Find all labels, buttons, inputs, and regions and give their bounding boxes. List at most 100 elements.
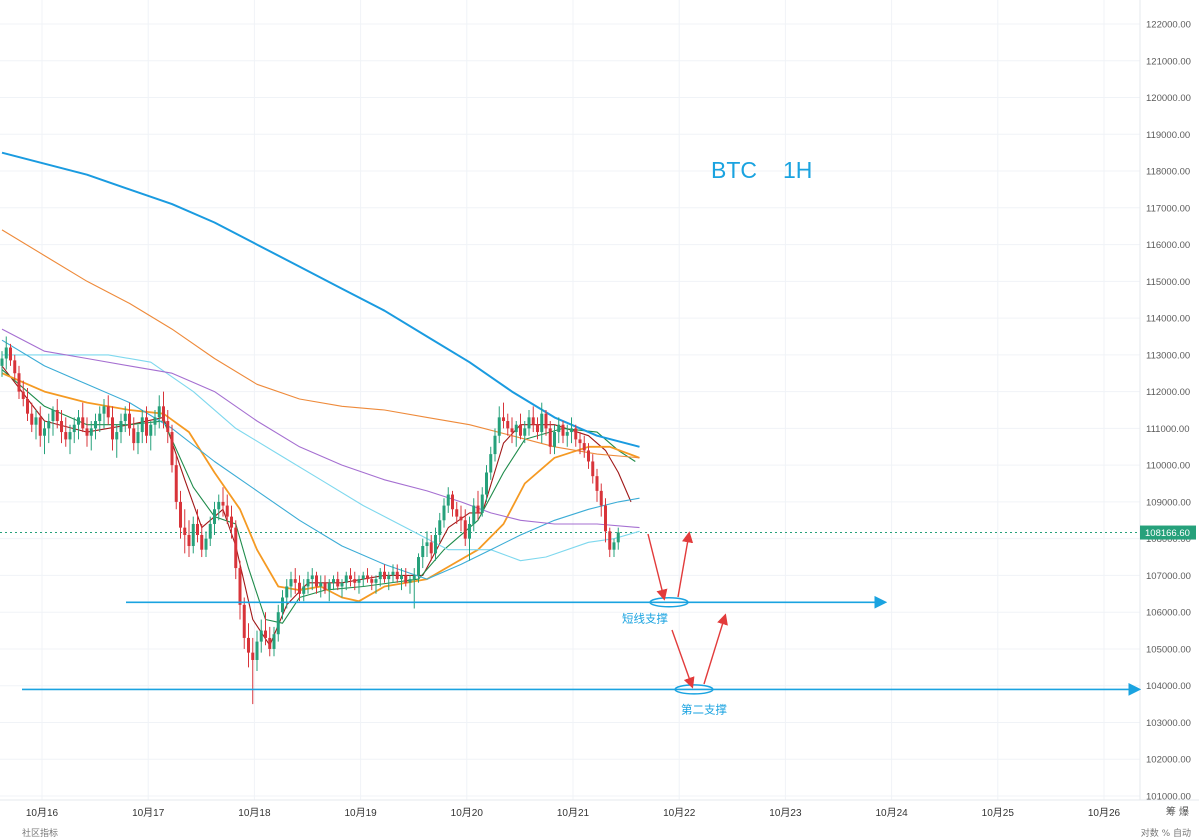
candle-body bbox=[17, 373, 21, 392]
candle-body bbox=[34, 417, 38, 425]
candle-body bbox=[514, 424, 518, 433]
candle-body bbox=[55, 410, 59, 422]
candle-body bbox=[442, 505, 446, 521]
candle-body bbox=[357, 579, 361, 583]
candle-body bbox=[387, 575, 391, 580]
bottom-toolbar: 社区指标 对数 % 自动 bbox=[0, 826, 1199, 839]
candle-body bbox=[421, 546, 425, 558]
candle-body bbox=[395, 571, 399, 580]
time-axis[interactable]: 10月16 10月17 10月18 10月19 10月20 10月21 10月22 10月23… bbox=[26, 807, 1121, 819]
candle-body bbox=[574, 428, 578, 440]
candle-body bbox=[30, 413, 34, 425]
candle-body bbox=[383, 571, 386, 580]
candle-body bbox=[213, 509, 216, 524]
candle-body bbox=[548, 428, 552, 447]
candle-body bbox=[310, 575, 314, 580]
candle-body bbox=[612, 542, 616, 550]
support-touch-ellipse bbox=[649, 597, 689, 608]
moving-average-line bbox=[1, 365, 632, 646]
candle-body bbox=[259, 630, 263, 642]
time-tick-label: 10月26 bbox=[1088, 807, 1121, 819]
price-axis[interactable]: 101000.00 102000.00 103000.00 104000.00 1050… bbox=[1140, 20, 1196, 803]
projection-arrows bbox=[647, 531, 728, 689]
price-tick-label: 120000.00 bbox=[1146, 93, 1191, 104]
candle-body bbox=[370, 579, 374, 583]
community-indicators-button[interactable]: 社区指标 bbox=[22, 829, 59, 839]
candle-body bbox=[510, 428, 514, 433]
candle-body bbox=[204, 538, 208, 550]
candle-body bbox=[472, 505, 476, 524]
price-tick-label: 105000.00 bbox=[1146, 644, 1191, 655]
candle-body bbox=[531, 417, 535, 425]
candle-body bbox=[361, 575, 365, 580]
moving-averages bbox=[1, 151, 640, 646]
candle-body bbox=[302, 586, 306, 594]
candle-body bbox=[119, 421, 123, 433]
candle-body bbox=[183, 527, 187, 535]
candle-body bbox=[544, 413, 548, 429]
candle-body bbox=[268, 637, 272, 649]
candle-body bbox=[251, 652, 255, 660]
candle-body bbox=[404, 575, 408, 583]
candle-body bbox=[98, 413, 102, 422]
candle-body bbox=[315, 575, 318, 587]
candle-body bbox=[43, 428, 46, 436]
candle-body bbox=[166, 421, 170, 433]
candle-body bbox=[281, 597, 284, 613]
candle-body bbox=[306, 579, 310, 587]
price-tick-label: 114000.00 bbox=[1146, 314, 1190, 325]
time-tick-label: 10月17 bbox=[132, 807, 165, 819]
candle-body bbox=[81, 417, 85, 429]
candle-body bbox=[323, 582, 327, 591]
candle-body bbox=[234, 527, 238, 569]
price-tick-label: 101000.00 bbox=[1146, 792, 1191, 803]
projection-arrow bbox=[671, 629, 695, 689]
candle-body bbox=[47, 421, 51, 429]
corner-label[interactable]: 筹 爆 bbox=[1165, 807, 1189, 818]
candle-body bbox=[26, 398, 29, 414]
time-tick-label: 10月25 bbox=[982, 807, 1015, 819]
candle-body bbox=[400, 575, 403, 580]
last-price-tag bbox=[1140, 525, 1196, 540]
price-tick-label: 115000.00 bbox=[1146, 277, 1190, 288]
candle-body bbox=[438, 520, 442, 535]
moving-average-line bbox=[1, 151, 640, 448]
candle-body bbox=[497, 417, 501, 436]
candle-body bbox=[208, 523, 212, 539]
time-tick-label: 10月16 bbox=[26, 807, 59, 819]
moving-average-line bbox=[1, 372, 640, 603]
price-tick-label: 111000.00 bbox=[1146, 424, 1190, 435]
candle-body bbox=[344, 575, 348, 583]
time-tick-label: 10月19 bbox=[344, 807, 377, 819]
candle-body bbox=[336, 579, 340, 587]
candle-body bbox=[153, 417, 157, 425]
scale-options[interactable]: 对数 % 自动 bbox=[1140, 829, 1191, 839]
candle-body bbox=[608, 531, 612, 550]
candle-body bbox=[604, 505, 607, 532]
candle-body bbox=[221, 501, 225, 506]
candle-body bbox=[519, 424, 522, 436]
candle-body bbox=[157, 406, 161, 418]
chart-title-timeframe: 1H bbox=[783, 157, 812, 183]
candle-body bbox=[553, 432, 556, 447]
candle-body bbox=[191, 523, 195, 547]
candle-body bbox=[455, 509, 459, 517]
candle-body bbox=[276, 612, 280, 635]
candle-body bbox=[51, 410, 55, 422]
price-tick-label: 118000.00 bbox=[1146, 167, 1190, 178]
candle-body bbox=[4, 347, 8, 359]
candle-body bbox=[353, 579, 357, 583]
candle-body bbox=[174, 465, 178, 502]
candle-body bbox=[493, 435, 497, 455]
moving-average-line bbox=[2, 354, 640, 562]
candle-body bbox=[561, 424, 565, 436]
candle-body bbox=[451, 494, 454, 510]
candle-body bbox=[485, 472, 488, 495]
moving-average-line bbox=[1, 339, 640, 580]
moving-average-line bbox=[1, 229, 640, 459]
candle-body bbox=[459, 516, 463, 521]
candle-body bbox=[366, 575, 369, 580]
candle-body bbox=[327, 582, 331, 591]
projection-arrow bbox=[647, 533, 668, 601]
